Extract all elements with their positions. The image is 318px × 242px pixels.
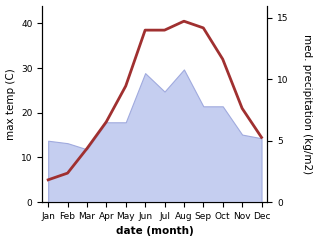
Y-axis label: max temp (C): max temp (C) xyxy=(5,68,16,140)
X-axis label: date (month): date (month) xyxy=(116,227,194,236)
Y-axis label: med. precipitation (kg/m2): med. precipitation (kg/m2) xyxy=(302,34,313,174)
